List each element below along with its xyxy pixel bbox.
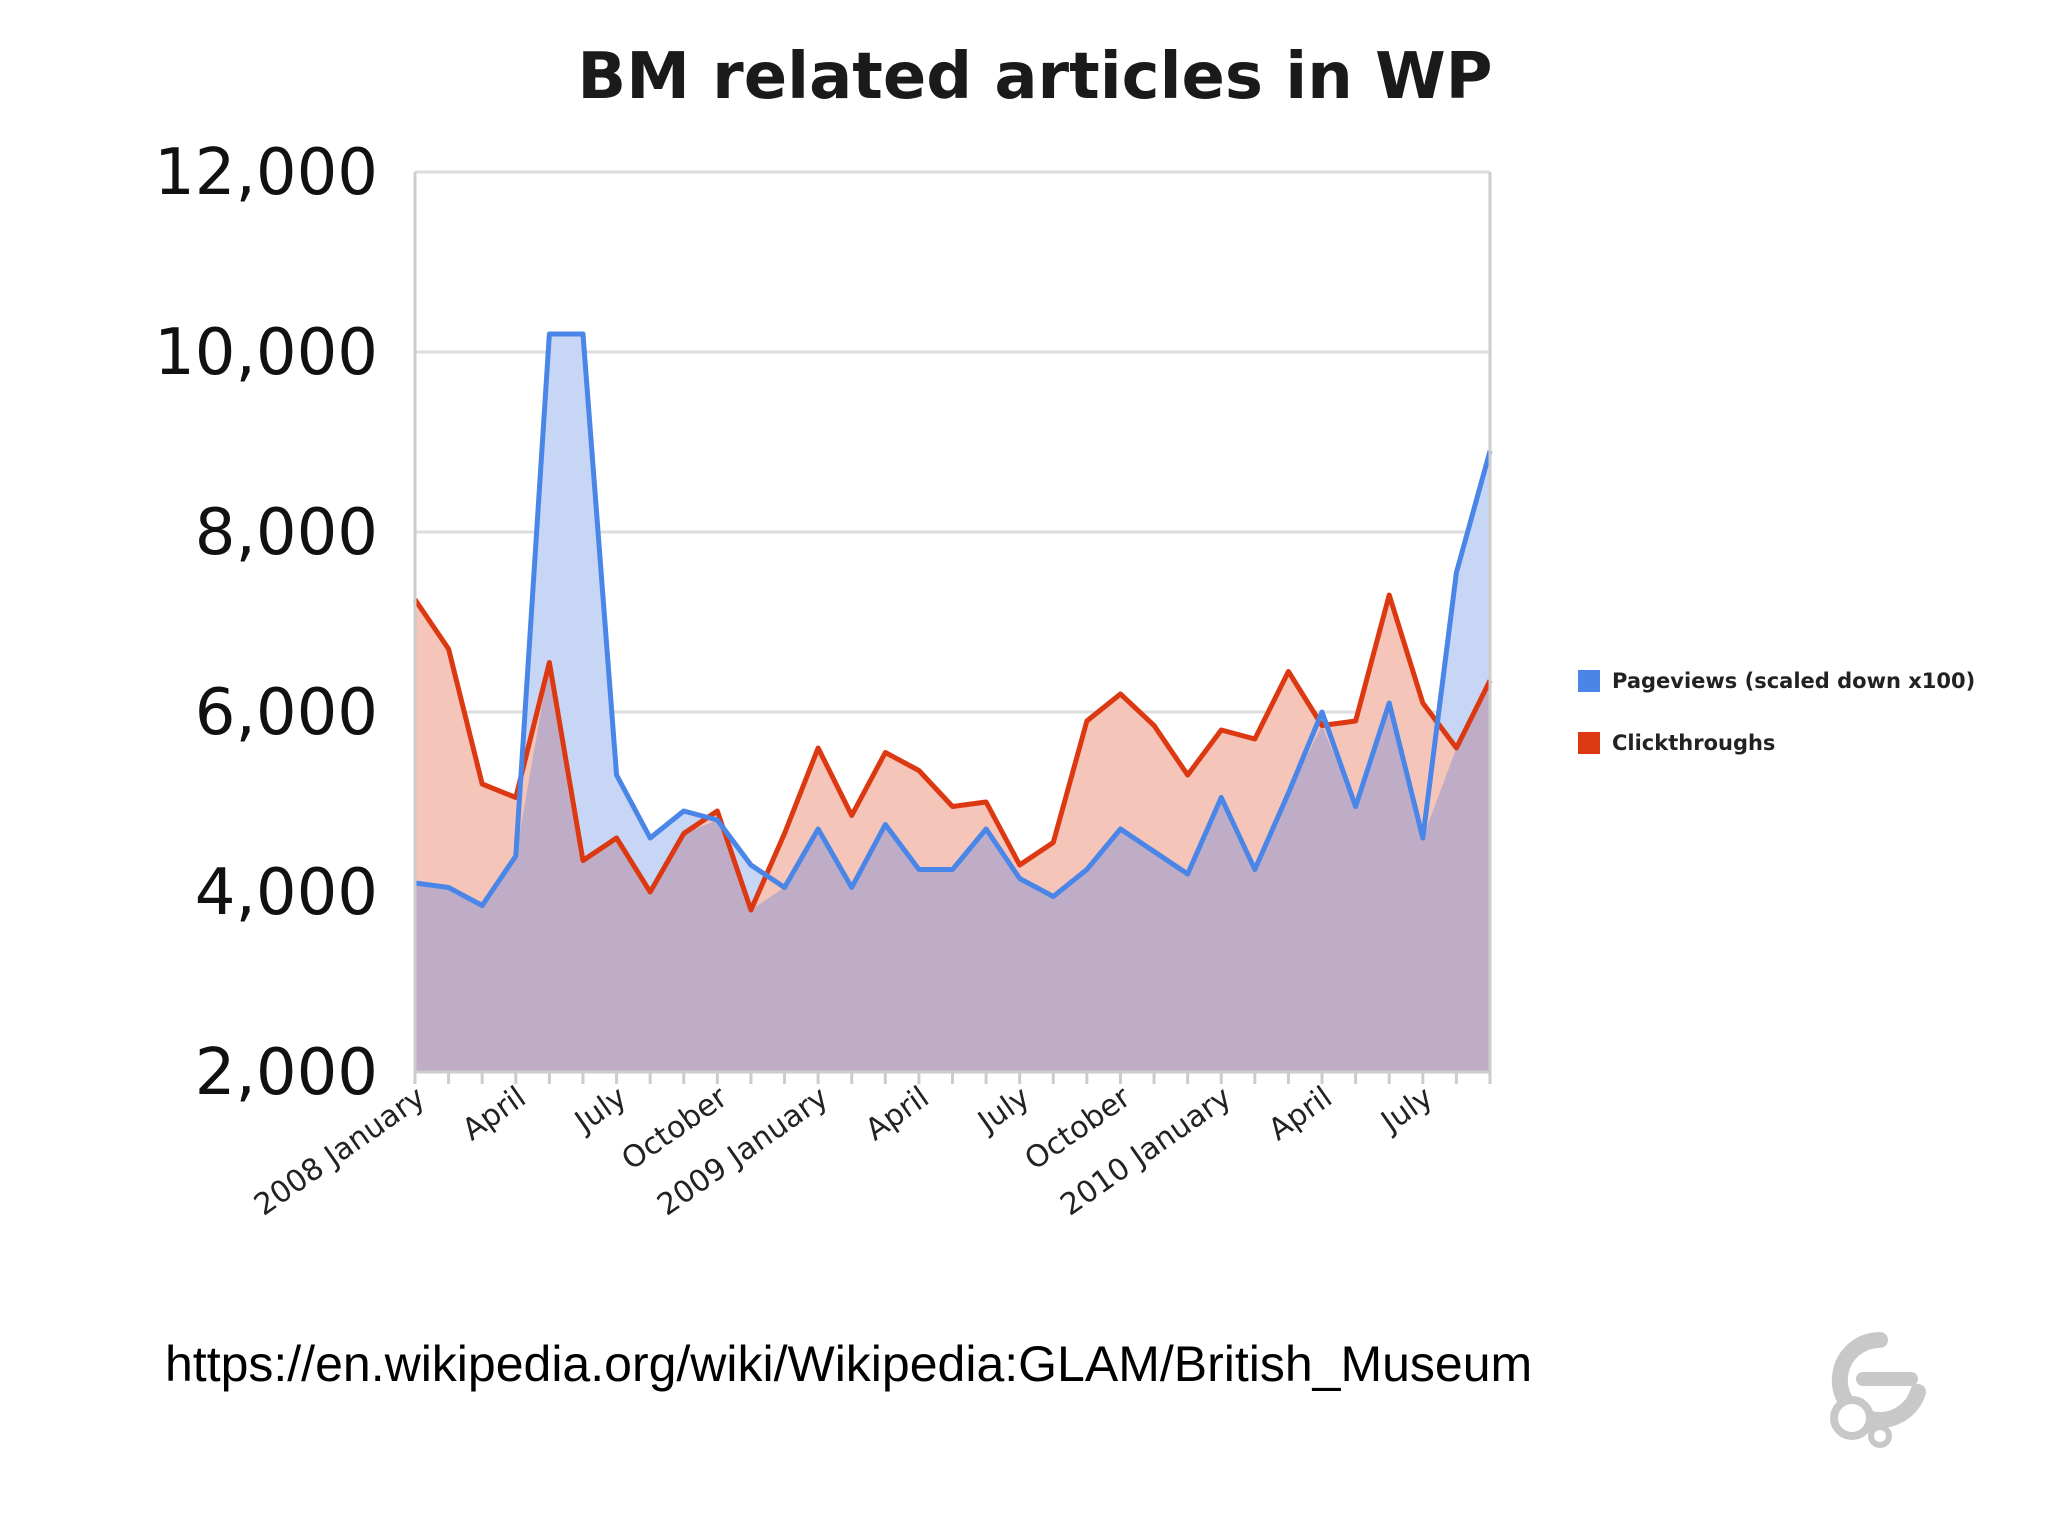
axes: [413, 172, 1492, 1084]
x-tick-label: April: [456, 1080, 532, 1148]
x-tick-label: April: [859, 1080, 935, 1148]
x-tick-label: July: [567, 1080, 633, 1141]
y-tick-label: 12,000: [154, 136, 378, 210]
source-url[interactable]: https://en.wikipedia.org/wiki/Wikipedia:…: [165, 1336, 1533, 1392]
y-tick-label: 10,000: [154, 316, 378, 390]
y-tick-label: 8,000: [195, 496, 378, 570]
x-tick-label: July: [1373, 1080, 1439, 1141]
x-tick-label: July: [970, 1080, 1036, 1141]
legend-swatch: [1578, 732, 1600, 754]
legend-label: Clickthroughs: [1612, 731, 1775, 755]
y-tick-label: 6,000: [195, 676, 378, 750]
x-tick-label: 2010 January: [1054, 1080, 1238, 1223]
line-pageviews: [414, 331, 1493, 908]
wikimedia-community-logo-icon: [1830, 1331, 1926, 1448]
y-tick-label: 4,000: [195, 856, 378, 930]
legend-swatch: [1578, 670, 1600, 692]
y-tick-label: 2,000: [195, 1036, 378, 1110]
series-areas: [415, 334, 1490, 1072]
x-tick-label: 2009 January: [651, 1080, 835, 1223]
area-overlap: [415, 662, 1490, 1072]
legend: Pageviews (scaled down x100) Clickthrough…: [1578, 669, 1975, 755]
y-axis-tick-labels: 12,000 10,000 8,000 6,000 4,000 2,000: [154, 136, 378, 1110]
legend-label: Pageviews (scaled down x100): [1612, 669, 1975, 693]
x-tick-label: April: [1262, 1080, 1338, 1148]
line-clickthroughs: [412, 592, 1493, 913]
series-lines: [412, 331, 1493, 913]
chart-title: BM related articles in WP: [577, 40, 1492, 114]
